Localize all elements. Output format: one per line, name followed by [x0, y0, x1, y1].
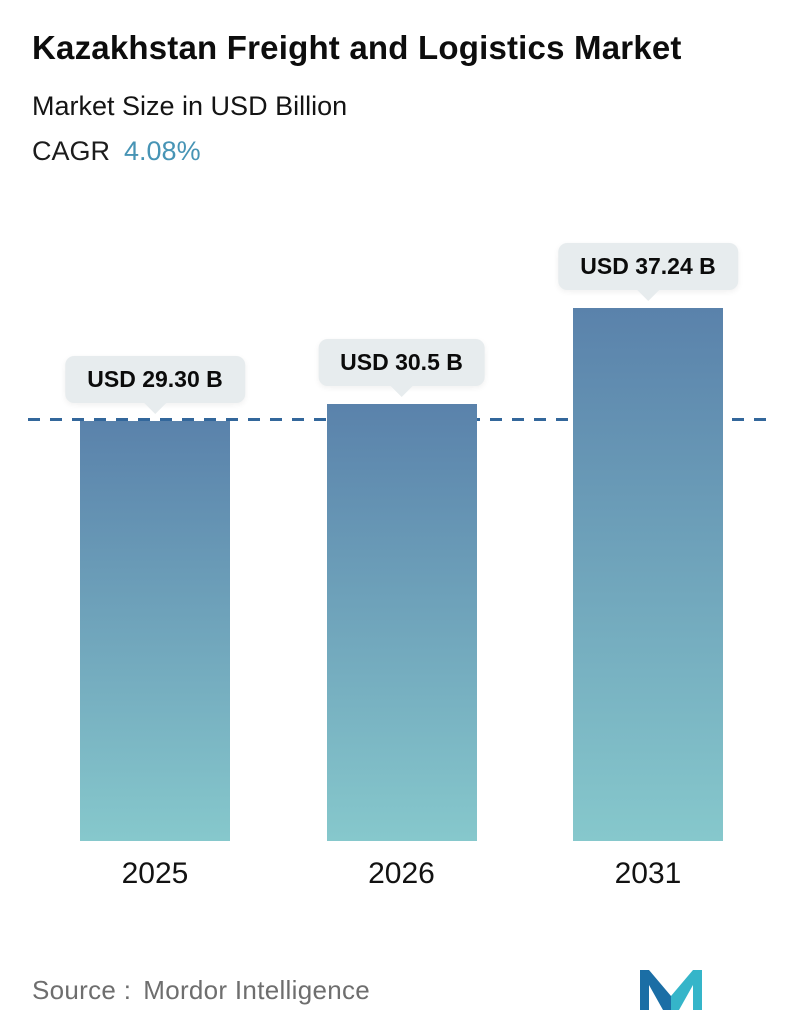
- source-attribution: Source : Mordor Intelligence: [32, 975, 370, 1006]
- bar: [326, 403, 477, 841]
- value-callout: USD 37.24 B: [558, 242, 738, 290]
- cagr-label: CAGR: [32, 135, 111, 166]
- bars-row: USD 29.30 B USD 30.5 B USD 37.24 B: [0, 225, 796, 841]
- x-axis-label: 2031: [614, 856, 682, 890]
- cagr-line: CAGR 4.08%: [32, 136, 764, 167]
- page: Kazakhstan Freight and Logistics Market …: [0, 0, 796, 891]
- chart-footer: Source : Mordor Intelligence: [0, 968, 796, 1012]
- x-axis-labels: 2025 2026 2031: [0, 857, 796, 891]
- bar-column: USD 30.5 B: [318, 225, 485, 841]
- bar-column: USD 37.24 B: [558, 225, 738, 841]
- source-value: Mordor Intelligence: [143, 974, 371, 1005]
- page-title: Kazakhstan Freight and Logistics Market: [32, 29, 682, 66]
- bar-chart: USD 29.30 B USD 30.5 B USD 37.24 B 2025 …: [0, 225, 796, 891]
- bar-column: USD 29.30 B: [65, 225, 245, 841]
- plot-area: USD 29.30 B USD 30.5 B USD 37.24 B: [0, 225, 796, 841]
- x-axis-label: 2026: [368, 856, 435, 890]
- source-label: Source :: [32, 974, 132, 1005]
- cagr-value: 4.08%: [124, 135, 201, 166]
- value-callout: USD 29.30 B: [65, 355, 245, 403]
- mordor-intelligence-logo: [640, 970, 702, 1010]
- chart-subtitle: Market Size in USD Billion: [32, 90, 348, 121]
- bar: [80, 420, 230, 841]
- chart-header: Kazakhstan Freight and Logistics Market …: [0, 26, 796, 167]
- bar: [573, 307, 723, 841]
- value-callout: USD 30.5 B: [318, 338, 485, 386]
- x-axis-label: 2025: [121, 856, 189, 890]
